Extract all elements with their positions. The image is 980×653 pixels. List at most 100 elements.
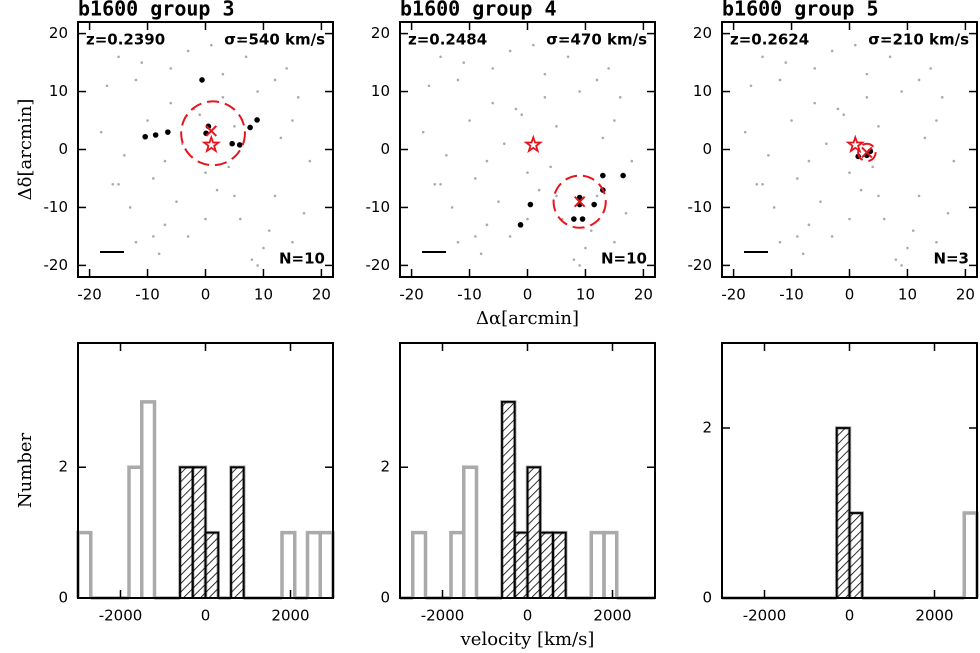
field-galaxy	[871, 165, 874, 169]
y-tick-label: 0	[380, 589, 390, 607]
field-galaxy	[761, 182, 764, 186]
field-galaxy	[433, 182, 437, 186]
field-galaxy	[537, 188, 541, 192]
y-tick-label: -10	[366, 198, 391, 216]
y-tick-label: 2	[702, 419, 712, 437]
field-galaxy	[595, 194, 599, 198]
x-tick-label: 10	[898, 286, 917, 304]
field-galaxy	[233, 125, 236, 128]
field-galaxy	[526, 217, 529, 221]
x-tick-label: 2000	[915, 607, 953, 625]
field-galaxy	[244, 55, 248, 59]
member-galaxy	[579, 216, 586, 222]
field-galaxy	[514, 107, 518, 111]
field-galaxy	[256, 90, 259, 93]
field-galaxy	[796, 177, 799, 180]
x-tick-label: 20	[312, 286, 331, 304]
member-bin	[230, 466, 245, 599]
y-tick-label: -20	[44, 256, 69, 274]
x-tick-label: -20	[721, 286, 746, 304]
field-galaxy	[146, 119, 149, 122]
field-galaxy	[238, 38, 242, 41]
group-center	[205, 125, 218, 137]
x-tick-label: -2000	[421, 607, 465, 625]
field-galaxy	[607, 67, 610, 70]
panel-title: b1600 group 5	[722, 0, 879, 21]
y-tick-label: 0	[702, 589, 712, 607]
field-galaxy	[439, 55, 442, 59]
field-galaxy	[267, 229, 271, 232]
field-galaxy	[456, 240, 460, 244]
member-bin	[848, 512, 864, 599]
y-axis-label: Δδ[arcmin]	[15, 99, 36, 201]
field-galaxy	[900, 264, 903, 267]
field-galaxy	[427, 84, 431, 88]
all-galaxies-bin	[305, 530, 322, 598]
field-galaxy	[479, 252, 483, 256]
field-galaxy	[865, 96, 869, 99]
x-tick-label: -10	[779, 286, 804, 304]
field-galaxy	[256, 264, 259, 267]
member-bin	[539, 531, 554, 599]
field-galaxy	[273, 194, 277, 198]
field-galaxy	[894, 258, 898, 261]
all-galaxies-bin	[962, 511, 979, 598]
field-galaxy	[613, 240, 616, 244]
field-galaxy	[421, 130, 425, 134]
x-tick-label: -2000	[99, 607, 143, 625]
field-galaxy	[566, 55, 570, 59]
panel-title: b1600 group 3	[78, 0, 235, 21]
field-galaxy	[152, 177, 155, 180]
field-galaxy	[836, 107, 840, 111]
field-galaxy	[456, 78, 460, 82]
field-galaxy	[198, 113, 202, 117]
group-center	[861, 146, 873, 159]
annotation: z=0.2484	[408, 31, 487, 49]
field-galaxy	[531, 43, 535, 47]
field-galaxy	[117, 182, 120, 186]
field-galaxy	[140, 61, 144, 64]
annotation: σ=210 km/s	[868, 31, 969, 49]
field-galaxy	[790, 119, 793, 122]
field-galaxy	[497, 200, 500, 203]
field-galaxy	[813, 67, 817, 70]
all-galaxies-bin	[589, 530, 606, 598]
field-galaxy	[175, 200, 178, 203]
y-tick-label: -20	[366, 256, 391, 274]
group-radius	[552, 174, 607, 229]
field-galaxy	[491, 101, 495, 105]
field-galaxy	[543, 72, 547, 76]
field-galaxy	[813, 101, 817, 105]
field-galaxy	[508, 235, 512, 238]
bcg-star	[201, 134, 222, 154]
field-galaxy	[917, 78, 921, 82]
x-tick-label: 0	[845, 607, 855, 625]
field-galaxy	[572, 258, 576, 261]
annotation: z=0.2624	[730, 31, 809, 49]
field-galaxy	[227, 165, 230, 169]
y-tick-label: 2	[380, 458, 390, 476]
plot-frame	[77, 21, 334, 278]
field-galaxy	[830, 49, 834, 53]
x-tick-label: 0	[523, 607, 533, 625]
field-galaxy	[485, 159, 489, 163]
field-galaxy	[595, 78, 599, 82]
x-tick-label: -20	[77, 286, 102, 304]
x-tick-label: 20	[956, 286, 975, 304]
plot-frame	[77, 342, 334, 599]
field-galaxy	[549, 165, 552, 169]
y-tick-label: -10	[688, 198, 713, 216]
x-tick-label: 10	[576, 286, 595, 304]
field-galaxy	[152, 235, 155, 238]
field-galaxy	[204, 171, 207, 174]
field-galaxy	[233, 194, 236, 198]
y-tick-label: 20	[49, 24, 68, 42]
field-galaxy	[273, 78, 277, 82]
field-galaxy	[935, 119, 938, 122]
field-galaxy	[952, 159, 956, 163]
all-galaxies-bin	[76, 530, 93, 598]
group-radius	[180, 100, 246, 167]
field-galaxy	[186, 235, 190, 238]
field-galaxy	[491, 67, 495, 70]
all-galaxies-bin	[449, 530, 466, 598]
